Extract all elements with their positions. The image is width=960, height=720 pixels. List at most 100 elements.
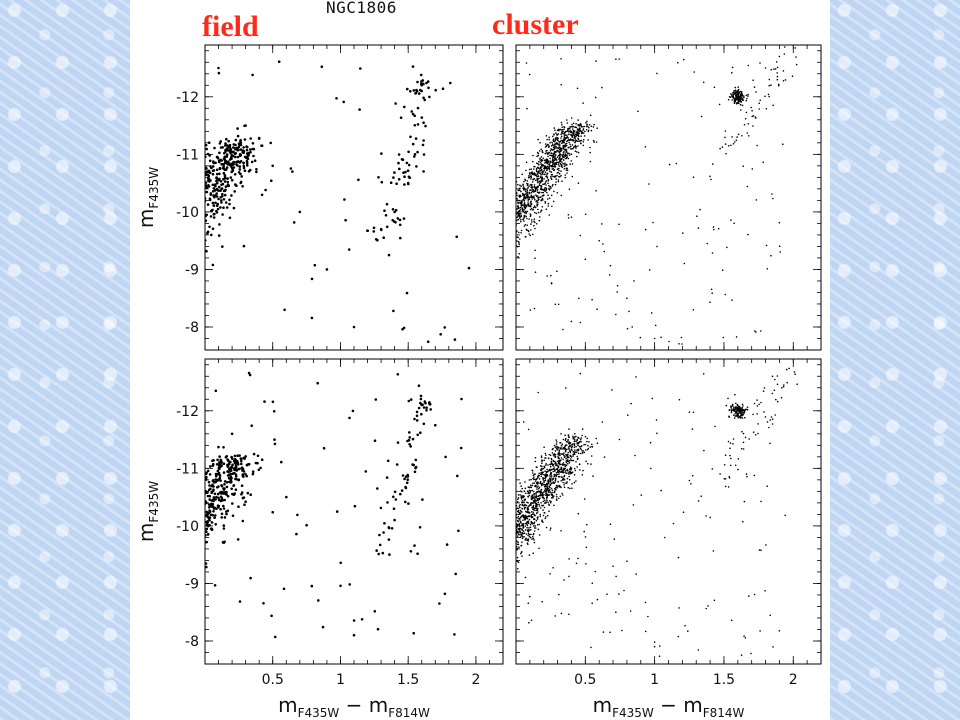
data-point (530, 206, 532, 208)
data-point (768, 96, 770, 98)
data-point (480, 289, 482, 291)
data-point (210, 192, 213, 195)
data-point (551, 171, 553, 173)
data-point (135, 267, 138, 270)
data-point (497, 219, 499, 221)
data-point (80, 346, 83, 349)
data-point (506, 202, 508, 204)
data-point (168, 212, 171, 215)
data-point (491, 261, 493, 263)
data-point (544, 188, 546, 190)
data-point (135, 597, 138, 600)
data-point (185, 194, 188, 197)
data-point (162, 268, 165, 271)
data-point (218, 505, 221, 508)
data-point (197, 541, 200, 544)
data-point (188, 543, 191, 546)
data-point (507, 219, 509, 221)
data-point (529, 176, 531, 178)
data-point (214, 493, 217, 496)
data-point (550, 161, 552, 163)
data-point (535, 180, 537, 182)
data-point (426, 337, 428, 339)
data-point (159, 583, 162, 586)
data-point (534, 197, 536, 199)
data-point (454, 301, 456, 303)
data-point (585, 258, 587, 260)
data-point (463, 256, 465, 258)
data-point (579, 128, 581, 130)
data-point (500, 214, 502, 216)
data-point (421, 321, 423, 323)
data-point (418, 92, 421, 95)
data-point (123, 317, 126, 320)
data-point (511, 225, 513, 227)
data-point (491, 268, 493, 270)
data-point (138, 615, 141, 618)
data-point (464, 323, 466, 325)
data-point (467, 280, 469, 282)
data-point (468, 263, 470, 265)
data-point (539, 158, 541, 160)
data-point (174, 273, 177, 276)
data-point (218, 186, 221, 189)
data-point (234, 153, 237, 156)
data-point (573, 140, 575, 142)
data-point (148, 281, 151, 284)
data-point (477, 289, 479, 291)
data-point (122, 625, 125, 628)
data-point (195, 227, 198, 230)
data-point (449, 314, 451, 316)
data-point (520, 232, 522, 234)
data-point (436, 294, 438, 296)
data-point (475, 239, 477, 241)
data-point (201, 200, 204, 203)
data-point (179, 550, 182, 553)
data-point (439, 324, 441, 326)
data-point (127, 250, 130, 253)
data-point (578, 298, 580, 300)
data-point (546, 275, 548, 277)
data-point (226, 177, 229, 180)
data-point (439, 318, 441, 320)
data-point (132, 640, 135, 643)
data-point (181, 227, 184, 230)
data-point (226, 206, 229, 209)
data-point (506, 229, 508, 231)
data-point (129, 603, 132, 606)
data-point (483, 289, 485, 291)
data-point (424, 314, 426, 316)
data-point (475, 256, 477, 258)
data-point (416, 346, 418, 348)
data-point (227, 459, 230, 462)
data-point (191, 228, 194, 231)
data-point (499, 242, 501, 244)
data-point (555, 154, 557, 156)
data-point (464, 291, 466, 293)
data-point (171, 260, 174, 263)
data-point (573, 123, 575, 125)
data-point (527, 180, 529, 182)
data-point (645, 229, 647, 231)
data-point (477, 252, 479, 254)
data-point (165, 250, 168, 253)
data-point (713, 229, 715, 231)
data-point (561, 131, 563, 133)
data-point (425, 409, 428, 412)
data-point (764, 96, 766, 98)
data-point (168, 257, 171, 260)
data-point (434, 320, 436, 322)
data-point (486, 282, 488, 284)
data-point (242, 162, 245, 165)
data-point (588, 130, 590, 132)
data-point (479, 272, 481, 274)
data-point (568, 214, 570, 216)
data-point (442, 333, 444, 335)
data-point (379, 544, 382, 547)
data-point (438, 329, 440, 331)
data-point (455, 294, 457, 296)
data-point (484, 274, 486, 276)
data-point (211, 484, 214, 487)
data-point (563, 154, 565, 156)
data-point (520, 204, 522, 206)
